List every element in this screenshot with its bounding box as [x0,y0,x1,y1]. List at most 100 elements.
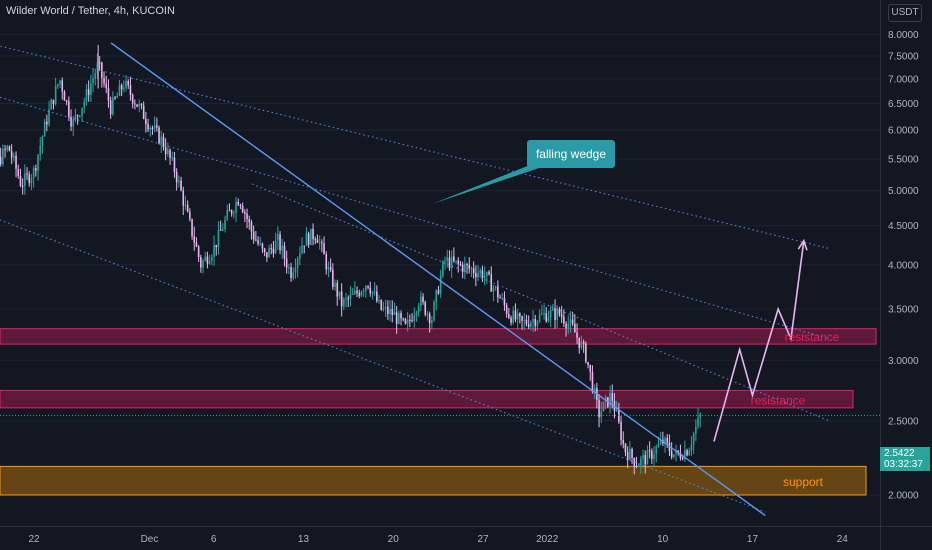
candle-body [325,254,328,270]
price-tick-label: 2.5000 [888,416,919,427]
price-tick-label: 5.5000 [888,154,919,165]
support-zone [0,465,867,496]
time-tick-label: 22 [28,534,40,545]
candle-body [684,450,686,460]
price-tick-label: 3.0000 [888,356,919,367]
candle-body [571,319,574,324]
candle-body [362,290,365,292]
candle-body [552,308,554,311]
candle-body [384,306,387,309]
last-price-value: 2.5422 [884,448,915,459]
candle-body [514,310,517,320]
price-tick-label: 4.0000 [888,260,919,271]
candle-body [580,341,583,348]
candle-body [17,168,20,177]
candle-body [582,341,585,344]
candle-body [640,458,642,466]
candle-body [398,313,400,324]
candle-body [318,242,321,244]
candle-body [8,146,11,151]
candle-body [222,229,224,231]
candle-body [635,466,638,468]
candle-body [127,80,130,86]
candle-body [505,305,508,315]
candle-body [303,245,306,247]
candle-body [191,219,193,237]
candle-body [321,242,323,244]
candle-body [519,313,521,317]
candle-body [290,267,292,279]
candle-body [63,91,66,101]
candle-body [283,245,286,259]
time-tick-label: 20 [388,534,400,545]
candle-body [499,297,501,299]
candle-body [272,248,275,254]
candle-body [200,257,202,268]
candle-body [620,421,622,441]
candle-body [270,248,273,250]
candle-body [692,433,695,445]
candle-body [189,211,191,220]
candle-body [450,256,453,269]
candle-body [600,411,603,418]
candle-body [670,450,673,457]
candle-body [226,210,229,220]
candle-body [299,253,301,259]
candle-body [123,87,125,90]
time-tick-label: 2022 [536,534,559,545]
candle-body [312,228,314,240]
candle-body [343,299,345,307]
candle-body [43,121,46,137]
candle-body [72,119,75,127]
candle-body [464,264,466,272]
candle-body [96,62,99,74]
candle-body [415,312,418,316]
candle-body [624,443,627,453]
candle-body [182,190,185,206]
candle-body [224,219,226,230]
candle-body [244,212,246,214]
candle-body [274,240,277,254]
candle-body [351,293,354,295]
candle-body [349,294,352,299]
candle-body [402,318,405,320]
candle-body [508,314,510,318]
price-tick-label: 6.5000 [888,99,919,110]
candle-body [134,103,136,105]
candle-body [527,324,530,327]
candle-body [94,73,97,79]
candle-body [455,260,457,262]
candle-body [195,242,198,247]
candle-body [626,452,629,460]
price-tick-label: 8.0000 [888,30,919,41]
candle-body [574,323,576,333]
candle-body [180,180,182,191]
candle-body [246,213,248,220]
candle-body [659,439,662,444]
candle-body [470,268,473,270]
candle-body [490,274,493,292]
time-tick-label: 27 [477,534,489,545]
candle-body [30,178,33,184]
price-tick-label: 7.5000 [888,51,919,62]
projection-path [713,240,805,442]
price-tick-label: 7.0000 [888,74,919,85]
candle-body [585,343,587,362]
candle-body [15,155,17,169]
candle-body [466,264,468,266]
candle-body [296,258,299,269]
candle-body [169,149,171,158]
candle-body [301,245,303,254]
candle-body [569,319,572,324]
resistance-zone [0,389,854,409]
candle-body [28,174,31,184]
candle-body [567,323,570,329]
candle-body [681,457,684,460]
candle-body [79,115,81,117]
candle-body [116,95,119,98]
candle-body [406,319,409,324]
candle-body [439,276,442,294]
currency-unit-button[interactable]: USDT [888,4,922,22]
